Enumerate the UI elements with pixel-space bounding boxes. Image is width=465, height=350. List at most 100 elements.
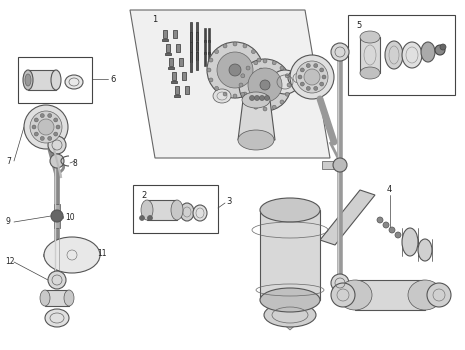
Bar bbox=[348, 15, 455, 95]
Circle shape bbox=[239, 59, 291, 111]
Bar bbox=[171, 81, 177, 83]
Ellipse shape bbox=[338, 280, 372, 310]
Circle shape bbox=[48, 271, 66, 289]
Ellipse shape bbox=[40, 290, 50, 306]
Text: 4: 4 bbox=[387, 186, 392, 195]
Circle shape bbox=[331, 274, 349, 292]
Ellipse shape bbox=[360, 67, 380, 79]
Circle shape bbox=[280, 66, 284, 70]
Bar bbox=[179, 58, 183, 66]
Circle shape bbox=[287, 83, 291, 87]
Circle shape bbox=[38, 119, 54, 135]
Bar bbox=[196, 42, 198, 60]
Circle shape bbox=[285, 74, 289, 78]
Bar bbox=[260, 210, 320, 300]
Bar bbox=[190, 52, 192, 72]
Circle shape bbox=[272, 61, 276, 65]
Bar bbox=[204, 52, 206, 66]
Circle shape bbox=[140, 216, 145, 220]
Circle shape bbox=[314, 64, 318, 68]
Circle shape bbox=[254, 105, 258, 109]
Ellipse shape bbox=[408, 280, 442, 310]
Ellipse shape bbox=[141, 200, 153, 220]
Ellipse shape bbox=[51, 70, 61, 90]
Circle shape bbox=[246, 100, 250, 104]
Circle shape bbox=[260, 80, 270, 90]
Circle shape bbox=[252, 86, 255, 90]
Circle shape bbox=[54, 132, 58, 136]
Bar bbox=[204, 28, 206, 42]
Bar bbox=[355, 280, 425, 310]
Text: 2: 2 bbox=[141, 190, 146, 199]
Circle shape bbox=[215, 50, 219, 54]
Circle shape bbox=[248, 68, 282, 102]
Circle shape bbox=[254, 96, 259, 100]
Circle shape bbox=[285, 92, 289, 96]
Bar bbox=[147, 200, 177, 220]
Text: 12: 12 bbox=[5, 257, 14, 266]
Circle shape bbox=[257, 58, 261, 62]
Circle shape bbox=[241, 74, 245, 78]
Circle shape bbox=[389, 227, 395, 233]
Circle shape bbox=[331, 283, 355, 307]
Circle shape bbox=[56, 125, 60, 129]
Circle shape bbox=[440, 44, 446, 50]
Ellipse shape bbox=[260, 288, 320, 312]
Bar bbox=[208, 52, 210, 66]
Circle shape bbox=[233, 94, 237, 98]
Ellipse shape bbox=[193, 205, 207, 221]
Text: 9: 9 bbox=[5, 217, 10, 226]
Circle shape bbox=[257, 78, 261, 82]
Ellipse shape bbox=[64, 290, 74, 306]
Bar bbox=[190, 22, 192, 42]
Circle shape bbox=[265, 96, 270, 100]
Bar bbox=[28, 70, 56, 90]
Ellipse shape bbox=[418, 239, 432, 261]
Ellipse shape bbox=[23, 70, 33, 90]
Bar bbox=[196, 52, 198, 70]
Polygon shape bbox=[130, 10, 330, 158]
Ellipse shape bbox=[171, 200, 183, 220]
Circle shape bbox=[215, 86, 219, 90]
Bar bbox=[172, 72, 176, 80]
Bar bbox=[196, 32, 198, 50]
Circle shape bbox=[263, 59, 267, 63]
Circle shape bbox=[290, 55, 334, 99]
Circle shape bbox=[254, 61, 258, 65]
Circle shape bbox=[322, 75, 326, 79]
Bar bbox=[322, 161, 340, 169]
Circle shape bbox=[233, 42, 237, 46]
Circle shape bbox=[34, 132, 38, 136]
Circle shape bbox=[259, 68, 263, 72]
Circle shape bbox=[320, 68, 324, 72]
Ellipse shape bbox=[44, 237, 100, 273]
Circle shape bbox=[435, 45, 445, 55]
Bar bbox=[163, 30, 167, 38]
Circle shape bbox=[272, 105, 276, 109]
Ellipse shape bbox=[288, 69, 310, 87]
Circle shape bbox=[30, 111, 62, 143]
Bar bbox=[185, 86, 189, 94]
Circle shape bbox=[314, 86, 318, 90]
Bar bbox=[182, 72, 186, 80]
Ellipse shape bbox=[402, 228, 418, 256]
Ellipse shape bbox=[213, 89, 231, 103]
Circle shape bbox=[243, 92, 247, 96]
Circle shape bbox=[263, 107, 267, 111]
Ellipse shape bbox=[238, 130, 274, 150]
Ellipse shape bbox=[180, 203, 194, 221]
Bar bbox=[176, 44, 180, 52]
Circle shape bbox=[32, 125, 36, 129]
Circle shape bbox=[250, 96, 254, 100]
Bar bbox=[196, 22, 198, 40]
Circle shape bbox=[217, 52, 253, 88]
Bar bbox=[173, 30, 177, 38]
Circle shape bbox=[48, 136, 66, 154]
Circle shape bbox=[300, 82, 304, 86]
Circle shape bbox=[54, 118, 58, 122]
Circle shape bbox=[209, 58, 213, 62]
Circle shape bbox=[246, 66, 250, 70]
Circle shape bbox=[259, 96, 265, 100]
Circle shape bbox=[300, 68, 304, 72]
Ellipse shape bbox=[421, 42, 435, 62]
